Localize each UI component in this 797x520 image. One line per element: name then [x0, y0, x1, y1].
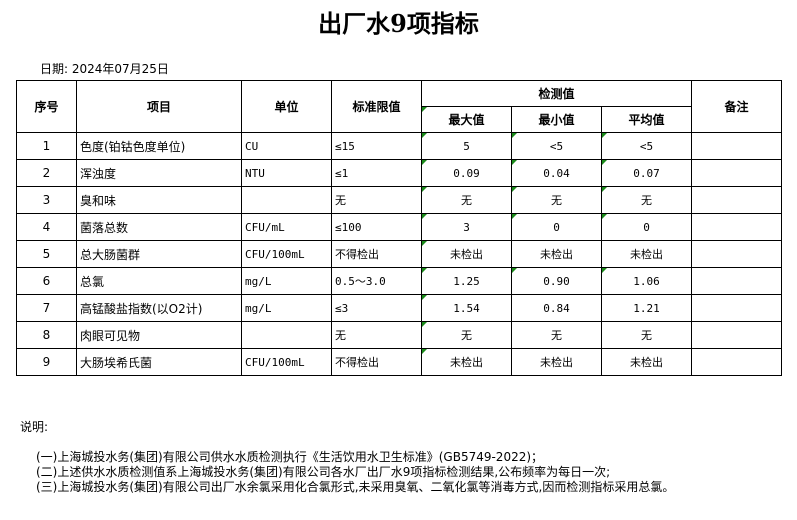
- cell-item: 浑浊度: [76, 159, 242, 187]
- cell-limit: ≤1: [331, 159, 422, 187]
- cell-unit: NTU: [241, 159, 332, 187]
- cell-limit: 0.5～3.0: [331, 267, 422, 295]
- cell-item: 肉眼可见物: [76, 321, 242, 349]
- cell-avg: 1.06: [601, 267, 692, 295]
- cell-avg: 1.21: [601, 294, 692, 322]
- cell-unit: CU: [241, 132, 332, 160]
- cell-limit: 不得检出: [331, 348, 422, 376]
- cell-min: 0.90: [511, 267, 602, 295]
- cell-no: 6: [16, 267, 77, 295]
- note-line: (二)上述供水水质检测值系上海城投水务(集团)有限公司各水厂出厂水9项指标检测结…: [36, 465, 611, 479]
- cell-min: 0.04: [511, 159, 602, 187]
- cell-min: <5: [511, 132, 602, 160]
- header-avg: 平均值: [601, 106, 692, 133]
- cell-max: 无: [421, 186, 512, 214]
- cell-no: 7: [16, 294, 77, 322]
- cell-max: 1.25: [421, 267, 512, 295]
- cell-unit: CFU/100mL: [241, 240, 332, 268]
- table-row: 1 色度(铂钴色度单位) CU ≤15 5 <5 <5: [16, 132, 782, 160]
- cell-limit: ≤15: [331, 132, 422, 160]
- cell-remark: [691, 213, 782, 241]
- cell-remark: [691, 186, 782, 214]
- cell-unit: mg/L: [241, 294, 332, 322]
- cell-limit: 无: [331, 321, 422, 349]
- cell-min: 0: [511, 213, 602, 241]
- cell-remark: [691, 348, 782, 376]
- table-row: 6 总氯 mg/L 0.5～3.0 1.25 0.90 1.06: [16, 267, 782, 295]
- cell-avg: 无: [601, 321, 692, 349]
- cell-remark: [691, 267, 782, 295]
- cell-unit: [241, 186, 332, 214]
- cell-no: 4: [16, 213, 77, 241]
- table-row: 8 肉眼可见物无无无无: [16, 321, 782, 349]
- notes: 说明: (一)上海城投水务(集团)有限公司供水水质检测执行《生活饮用水卫生标准》…: [20, 420, 674, 495]
- cell-avg: 0.07: [601, 159, 692, 187]
- cell-avg: 无: [601, 186, 692, 214]
- water-quality-table: 序号 项目 单位 标准限值 检测值 备注 最大值 最小值 平均值 1 色度(铂钴色…: [16, 80, 782, 376]
- cell-remark: [691, 159, 782, 187]
- cell-min: 无: [511, 186, 602, 214]
- header-measured: 检测值: [421, 80, 692, 107]
- cell-item: 高锰酸盐指数(以O2计): [76, 294, 242, 322]
- cell-limit: 无: [331, 186, 422, 214]
- note-line: (三)上海城投水务(集团)有限公司出厂水余氯采用化合氯形式,未采用臭氧、二氧化氯…: [36, 480, 675, 494]
- cell-item: 总氯: [76, 267, 242, 295]
- cell-min: 未检出: [511, 348, 602, 376]
- cell-limit: 不得检出: [331, 240, 422, 268]
- cell-max: 无: [421, 321, 512, 349]
- cell-no: 5: [16, 240, 77, 268]
- cell-unit: [241, 321, 332, 349]
- table-row: 2 浑浊度 NTU ≤1 0.09 0.04 0.07: [16, 159, 782, 187]
- cell-min: 无: [511, 321, 602, 349]
- table-row: 5 总大肠菌群 CFU/100mL 不得检出 未检出 未检出 未检出: [16, 240, 782, 268]
- cell-min: 未检出: [511, 240, 602, 268]
- notes-label: 说明:: [20, 420, 49, 434]
- note-line: (一)上海城投水务(集团)有限公司供水水质检测执行《生活饮用水卫生标准》(GB5…: [36, 450, 544, 464]
- cell-avg: 未检出: [601, 240, 692, 268]
- cell-max: 0.09: [421, 159, 512, 187]
- cell-no: 8: [16, 321, 77, 349]
- cell-item: 菌落总数: [76, 213, 242, 241]
- report-date: 日期: 2024年07月25日: [40, 62, 169, 76]
- header-remark: 备注: [691, 80, 782, 133]
- cell-remark: [691, 321, 782, 349]
- cell-avg: <5: [601, 132, 692, 160]
- cell-remark: [691, 240, 782, 268]
- page-title: 出厂水9项指标: [318, 9, 479, 38]
- cell-no: 1: [16, 132, 77, 160]
- cell-max: 未检出: [421, 348, 512, 376]
- cell-item: 臭和味: [76, 186, 242, 214]
- cell-avg: 未检出: [601, 348, 692, 376]
- header-unit: 单位: [241, 80, 332, 133]
- cell-no: 2: [16, 159, 77, 187]
- cell-min: 0.84: [511, 294, 602, 322]
- table-row: 4 菌落总数 CFU/mL ≤100 3 0 0: [16, 213, 782, 241]
- table-row: 9 大肠埃希氏菌 CFU/100mL 不得检出 未检出 未检出 未检出: [16, 348, 782, 376]
- cell-limit: ≤100: [331, 213, 422, 241]
- cell-unit: CFU/100mL: [241, 348, 332, 376]
- cell-item: 大肠埃希氏菌: [76, 348, 242, 376]
- header-item: 项目: [76, 80, 242, 133]
- cell-max: 1.54: [421, 294, 512, 322]
- cell-max: 未检出: [421, 240, 512, 268]
- cell-remark: [691, 132, 782, 160]
- header-limit: 标准限值: [331, 80, 422, 133]
- cell-avg: 0: [601, 213, 692, 241]
- cell-unit: mg/L: [241, 267, 332, 295]
- table-row: 7 高锰酸盐指数(以O2计) mg/L ≤3 1.54 0.84 1.21: [16, 294, 782, 322]
- cell-no: 9: [16, 348, 77, 376]
- cell-no: 3: [16, 186, 77, 214]
- header-min: 最小值: [511, 106, 602, 133]
- header-max: 最大值: [421, 106, 512, 133]
- cell-item: 总大肠菌群: [76, 240, 242, 268]
- cell-unit: CFU/mL: [241, 213, 332, 241]
- cell-max: 3: [421, 213, 512, 241]
- table-row: 3 臭和味无无无无: [16, 186, 782, 214]
- cell-item: 色度(铂钴色度单位): [76, 132, 242, 160]
- header-no: 序号: [16, 80, 77, 133]
- cell-remark: [691, 294, 782, 322]
- cell-max: 5: [421, 132, 512, 160]
- cell-limit: ≤3: [331, 294, 422, 322]
